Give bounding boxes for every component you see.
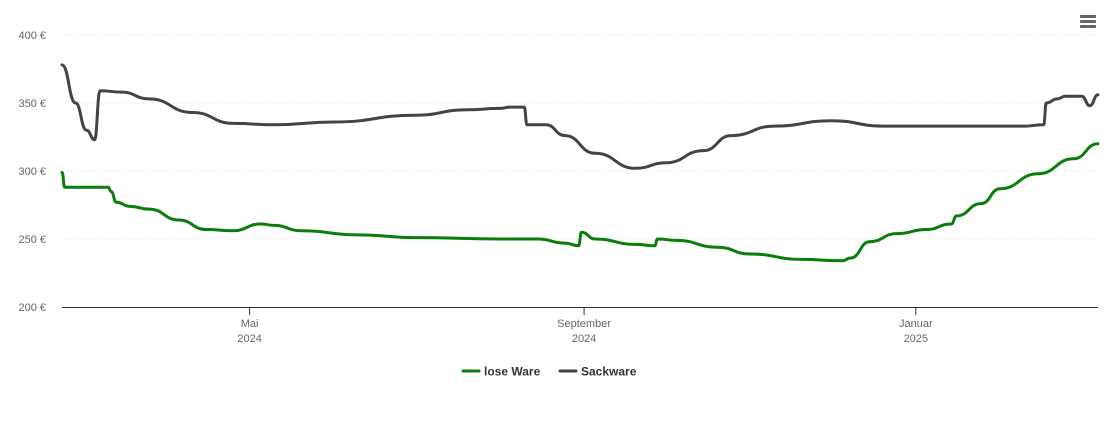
legend-item-sackware[interactable]: Sackware — [558, 365, 637, 379]
x-tick-label-month: Mai — [241, 318, 259, 330]
series-line-lose-ware — [60, 142, 1100, 263]
x-tick-label-year: 2025 — [904, 333, 928, 345]
x-tick-label-month: September — [557, 318, 611, 330]
x-axis: Mai 2024 September 2024 Januar 2025 — [62, 307, 1098, 345]
x-tick-label-year: 2024 — [572, 333, 596, 345]
y-tick-label: 300 € — [18, 166, 46, 178]
x-tick-label-year: 2024 — [237, 333, 261, 345]
chart-menu-icon[interactable] — [1076, 10, 1100, 32]
y-tick-label: 400 € — [18, 30, 46, 42]
grid-lines — [62, 34, 1098, 240]
legend-label: Sackware — [581, 365, 637, 379]
y-axis: 200 € 250 € 300 € 350 € 400 € — [18, 30, 46, 314]
series-line-sackware — [60, 63, 1100, 170]
x-tick-label-month: Januar — [899, 318, 933, 330]
y-tick-label: 200 € — [18, 302, 46, 314]
legend: lose Ware Sackware — [461, 365, 637, 379]
series-layer — [60, 63, 1100, 263]
y-tick-label: 250 € — [18, 234, 46, 246]
legend-item-lose-ware[interactable]: lose Ware — [461, 365, 541, 379]
y-tick-label: 350 € — [18, 98, 46, 110]
legend-label: lose Ware — [484, 365, 541, 379]
